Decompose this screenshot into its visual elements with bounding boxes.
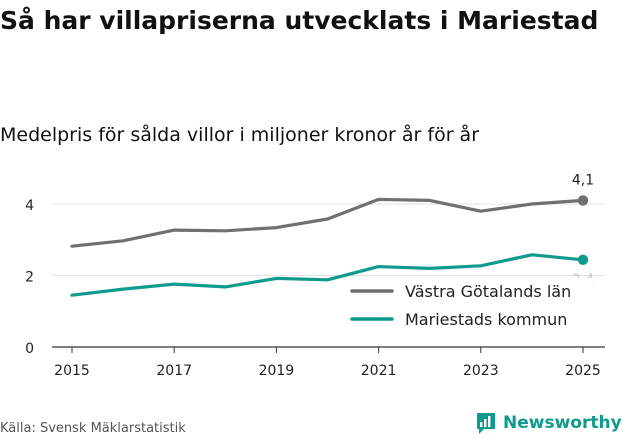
x-tick-label: 2025: [565, 363, 601, 379]
x-tick-label: 2019: [259, 363, 295, 379]
x-tick-label: 2015: [54, 363, 90, 379]
series-end-marker-2: [577, 254, 589, 265]
x-tick-label: 2021: [361, 363, 397, 379]
chart-title: Så har villapriserna utvecklats i Maries…: [0, 6, 599, 35]
y-tick-label: 2: [25, 270, 34, 286]
newsworthy-logo-icon: [477, 413, 495, 434]
legend-label-2: Mariestads kommun: [405, 310, 567, 329]
series-line-1: [70, 197, 585, 248]
source-note: Källa: Svensk Mäklarstatistik: [0, 421, 186, 436]
brand: Newsworthy: [475, 409, 622, 437]
legend-box: [343, 278, 593, 330]
x-tick-label: 2017: [156, 363, 192, 379]
legend-label-1: Västra Götalands län: [405, 282, 571, 301]
series-line-2: [70, 253, 585, 297]
x-tick-label: 2023: [463, 363, 499, 379]
y-tick-label: 4: [25, 198, 34, 214]
line-chart: 0242015201720192021202320254,12,4Västra …: [25, 172, 605, 379]
y-tick-label: 0: [25, 341, 34, 357]
series-end-label-1: 4,1: [572, 172, 594, 188]
brand-name: Newsworthy: [503, 413, 622, 433]
chart-subtitle: Medelpris för sålda villor i miljoner kr…: [0, 124, 480, 146]
series-end-marker-1: [577, 195, 589, 206]
